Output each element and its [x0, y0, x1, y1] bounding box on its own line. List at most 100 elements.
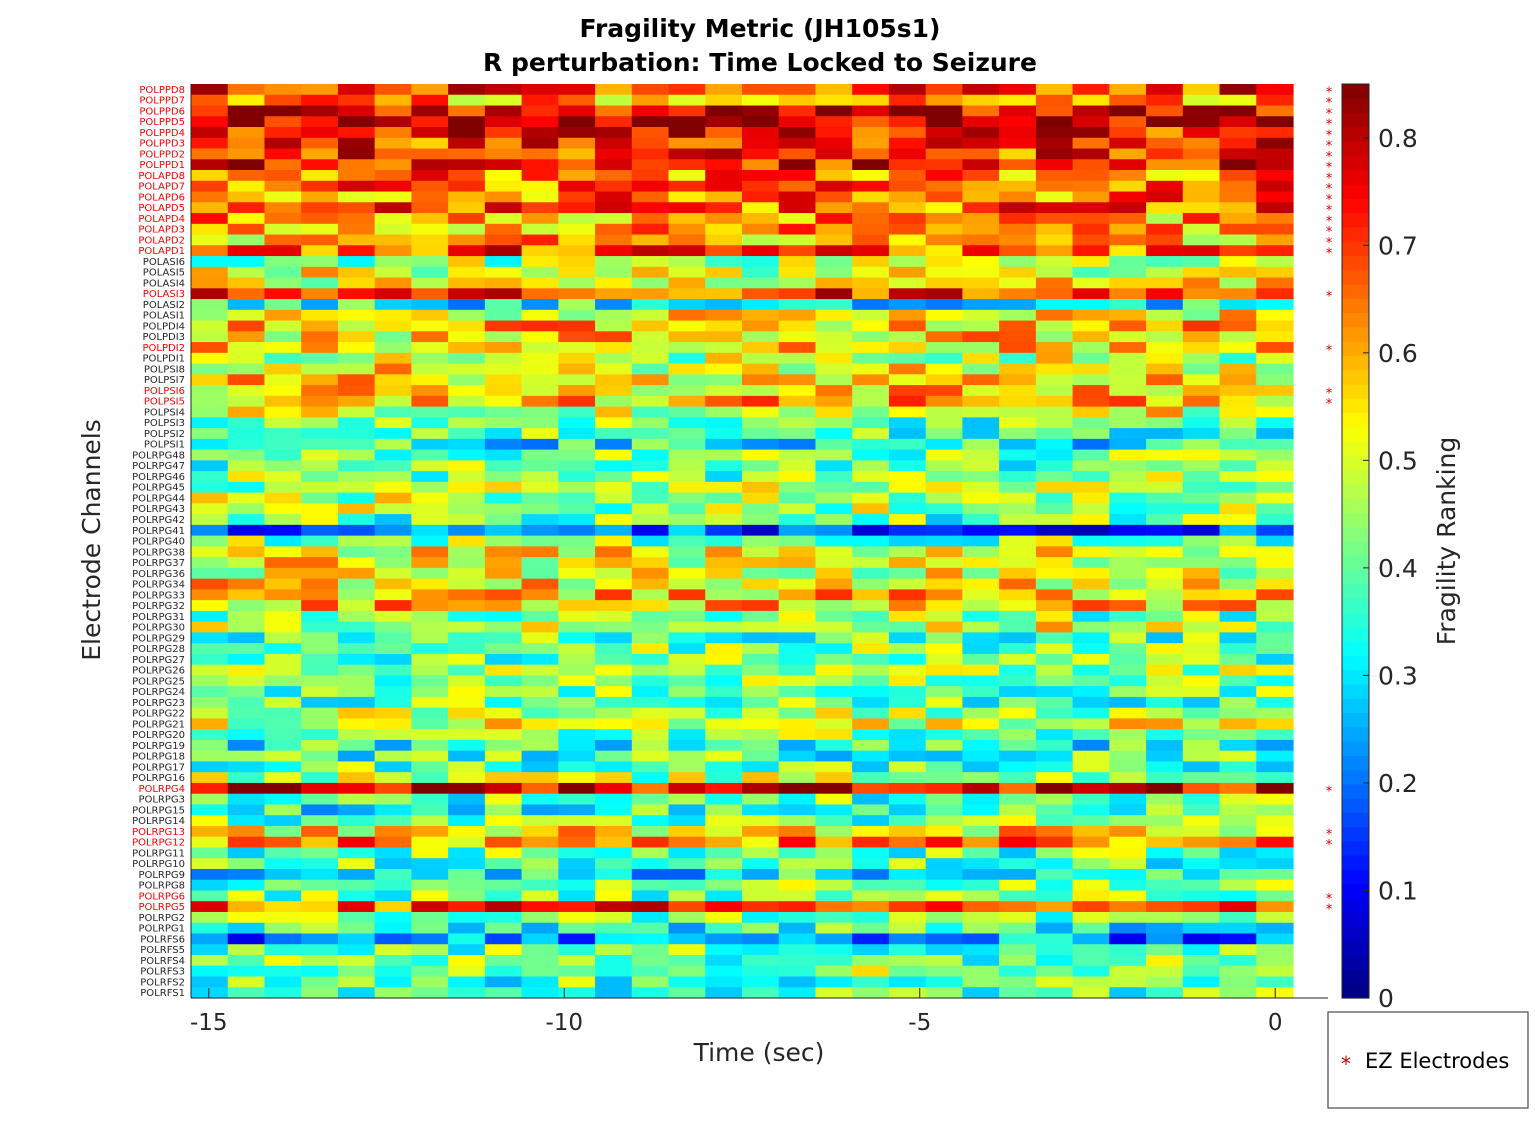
heatmap-cell: [301, 600, 339, 612]
heatmap-cell: [631, 223, 670, 236]
heatmap-cell: [962, 481, 1000, 494]
heatmap-cell: [1072, 148, 1110, 160]
heatmap-cell: [337, 492, 376, 504]
heatmap-cell: [925, 653, 963, 666]
heatmap-cell: [925, 729, 963, 741]
heatmap-cell: [742, 621, 780, 633]
heatmap-cell: [411, 557, 449, 569]
legend: * EZ Electrodes: [1327, 1011, 1529, 1109]
heatmap-cell: [1109, 438, 1147, 451]
heatmap-cell: [227, 653, 266, 666]
heatmap-cell: [191, 772, 229, 784]
heatmap-cell: [778, 299, 817, 311]
ez-marker: *: [1326, 161, 1333, 176]
heatmap-cell: [301, 944, 339, 956]
heatmap-cell: [962, 417, 1000, 429]
heatmap-cell: [668, 750, 706, 763]
heatmap-cell: [521, 944, 559, 956]
heatmap-cell: [521, 535, 559, 547]
heatmap-cell: [815, 137, 853, 150]
heatmap-cell: [705, 954, 743, 967]
heatmap-cell: [668, 266, 706, 279]
heatmap-cell: [1256, 277, 1294, 289]
heatmap-cell: [558, 299, 596, 311]
heatmap-cell: [264, 309, 302, 322]
heatmap-cell: [742, 137, 780, 150]
colorbar-segment: [1342, 726, 1369, 742]
heatmap-cell: [595, 535, 633, 547]
heatmap-cell: [595, 567, 633, 580]
heatmap-cell: [521, 342, 559, 354]
channel-label: POLRPG24: [132, 687, 185, 698]
heatmap-cell: [925, 944, 963, 956]
heatmap-cell: [962, 503, 1000, 515]
heatmap-cell: [668, 299, 706, 311]
heatmap-cell: [1219, 223, 1257, 236]
heatmap-cell: [778, 256, 817, 268]
heatmap-cell: [925, 299, 963, 311]
heatmap-cell: [925, 901, 963, 913]
heatmap-cell: [337, 266, 376, 279]
heatmap-cell: [1256, 782, 1294, 795]
heatmap-cell: [558, 868, 596, 881]
heatmap-cell: [301, 578, 339, 590]
heatmap-cell: [1109, 772, 1147, 784]
heatmap-cell: [411, 471, 449, 483]
heatmap-cell: [1109, 718, 1147, 730]
heatmap-cell: [558, 514, 596, 526]
heatmap-cell: [631, 868, 670, 881]
heatmap-cell: [1219, 664, 1257, 677]
heatmap-cell: [888, 202, 927, 214]
heatmap-cell: [778, 213, 817, 225]
heatmap-cell: [815, 514, 853, 526]
heatmap-cell: [668, 632, 706, 644]
heatmap-cell: [521, 256, 559, 268]
heatmap-cell: [374, 245, 412, 257]
colorbar-tick-label: 0: [1378, 984, 1394, 1013]
heatmap-cell: [852, 245, 890, 257]
heatmap-cell: [999, 965, 1037, 978]
heatmap-cell: [227, 471, 266, 483]
heatmap-cell: [558, 363, 596, 375]
heatmap-cell: [374, 610, 412, 623]
heatmap-cell: [999, 331, 1037, 343]
heatmap-cell: [1219, 976, 1257, 988]
heatmap-cell: [484, 127, 523, 139]
heatmap-cell: [374, 460, 412, 472]
heatmap-cell: [631, 503, 670, 515]
heatmap-cell: [1072, 804, 1110, 816]
heatmap-cell: [1256, 546, 1294, 558]
heatmap-cell: [227, 299, 266, 311]
heatmap-cell: [337, 675, 376, 687]
heatmap-cell: [1035, 567, 1074, 580]
heatmap-cell: [337, 933, 376, 945]
channel-label: POLRFS3: [140, 967, 185, 978]
heatmap-cell: [521, 600, 559, 612]
heatmap-cell: [484, 858, 523, 870]
heatmap-cell: [742, 707, 780, 720]
heatmap-cell: [1109, 686, 1147, 698]
heatmap-cell: [521, 417, 559, 429]
heatmap-cell: [191, 170, 229, 182]
heatmap-cell: [888, 137, 927, 150]
heatmap-cell: [374, 159, 412, 171]
channel-label: POLRPG41: [132, 526, 185, 537]
heatmap-cell: [301, 729, 339, 741]
heatmap-cell: [999, 535, 1037, 547]
heatmap-cell: [374, 202, 412, 214]
heatmap-cell: [484, 772, 523, 784]
heatmap: [191, 84, 1294, 999]
heatmap-cell: [264, 352, 302, 365]
heatmap-cell: [1219, 309, 1257, 322]
heatmap-cell: [778, 223, 817, 236]
heatmap-cell: [925, 589, 963, 601]
heatmap-cell: [411, 567, 449, 580]
heatmap-cell: [448, 567, 486, 580]
heatmap-cell: [1256, 761, 1294, 773]
heatmap-cell: [1219, 567, 1257, 580]
heatmap-cell: [888, 847, 927, 859]
heatmap-cell: [227, 643, 266, 655]
heatmap-cell: [1072, 385, 1110, 397]
heatmap-cell: [1182, 428, 1221, 440]
heatmap-cell: [484, 223, 523, 236]
